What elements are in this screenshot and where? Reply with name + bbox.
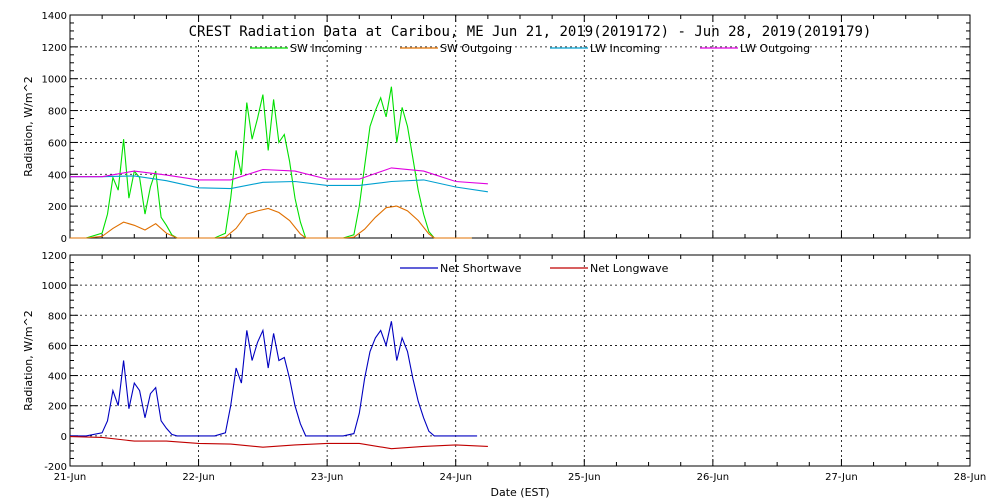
y-tick-label: 0 (61, 432, 67, 443)
y-tick-label: 600 (48, 341, 67, 352)
plot-frame (69, 14, 971, 239)
legend-label: SW Outgoing (440, 42, 512, 55)
x-tick-label: 27-Jun (825, 472, 858, 483)
legend-label: Net Longwave (590, 262, 669, 275)
chart-title: CREST Radiation Data at Caribou, ME Jun … (189, 24, 872, 40)
series-line-lw-incoming (70, 175, 488, 193)
legend-label: SW Incoming (290, 42, 362, 55)
x-tick-label: 22-Jun (182, 472, 215, 483)
y-tick-label: 1200 (42, 43, 67, 54)
x-tick-label: 26-Jun (697, 472, 730, 483)
y-tick-label: 400 (48, 372, 67, 383)
x-axis-label: Date (EST) (490, 486, 549, 499)
y-tick-label: 800 (48, 107, 67, 118)
plot-frame (69, 254, 971, 467)
legend-label: LW Incoming (590, 42, 660, 55)
y-tick-label: 1200 (42, 251, 67, 262)
y-tick-label: 200 (48, 402, 67, 413)
series-line-net-longwave (69, 436, 488, 450)
x-tick-label: 28-Jun (954, 472, 987, 483)
series-line-net-shortwave (70, 321, 478, 437)
y-axis-label: Radiation, W/m^2 (22, 310, 35, 411)
series-line-sw-incoming (70, 86, 472, 239)
y-tick-label: 600 (48, 138, 67, 149)
series-line-lw-outgoing (70, 167, 488, 185)
y-tick-label: -200 (44, 462, 67, 473)
y-tick-label: 1000 (42, 75, 67, 86)
x-tick-label: 21-Jun (54, 472, 87, 483)
legend-label: Net Shortwave (440, 262, 522, 275)
y-tick-label: 1400 (42, 11, 67, 22)
x-tick-label: 25-Jun (568, 472, 601, 483)
x-tick-label: 24-Jun (439, 472, 472, 483)
y-tick-label: 400 (48, 170, 67, 181)
y-tick-label: 0 (61, 234, 67, 245)
y-tick-label: 1000 (42, 281, 67, 292)
x-tick-label: 23-Jun (311, 472, 344, 483)
y-tick-label: 200 (48, 202, 67, 213)
y-axis-label: Radiation, W/m^2 (22, 76, 35, 177)
y-tick-label: 800 (48, 311, 67, 322)
series-line-sw-outgoing (70, 205, 472, 239)
legend-label: LW Outgoing (740, 42, 810, 55)
